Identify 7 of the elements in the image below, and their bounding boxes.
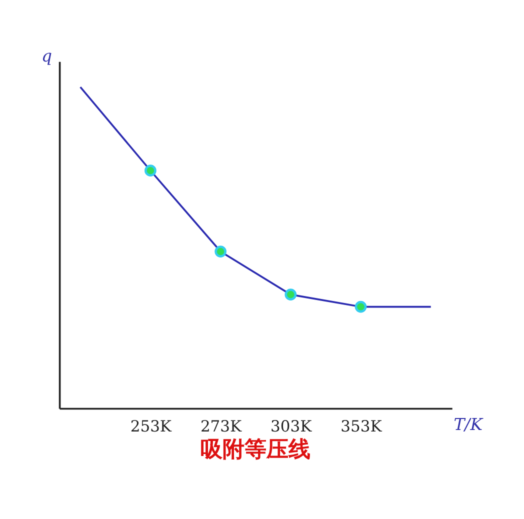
x-axis-title: T/K: [454, 415, 484, 434]
x-tick-label: 273K: [200, 418, 242, 436]
x-tick-label: 353K: [340, 418, 382, 436]
text: 吸附等压线: [200, 438, 311, 463]
x-tick-label: 253K: [130, 418, 172, 436]
y-axis-title: q: [42, 46, 52, 66]
x-tick-label: 303K: [270, 418, 312, 436]
